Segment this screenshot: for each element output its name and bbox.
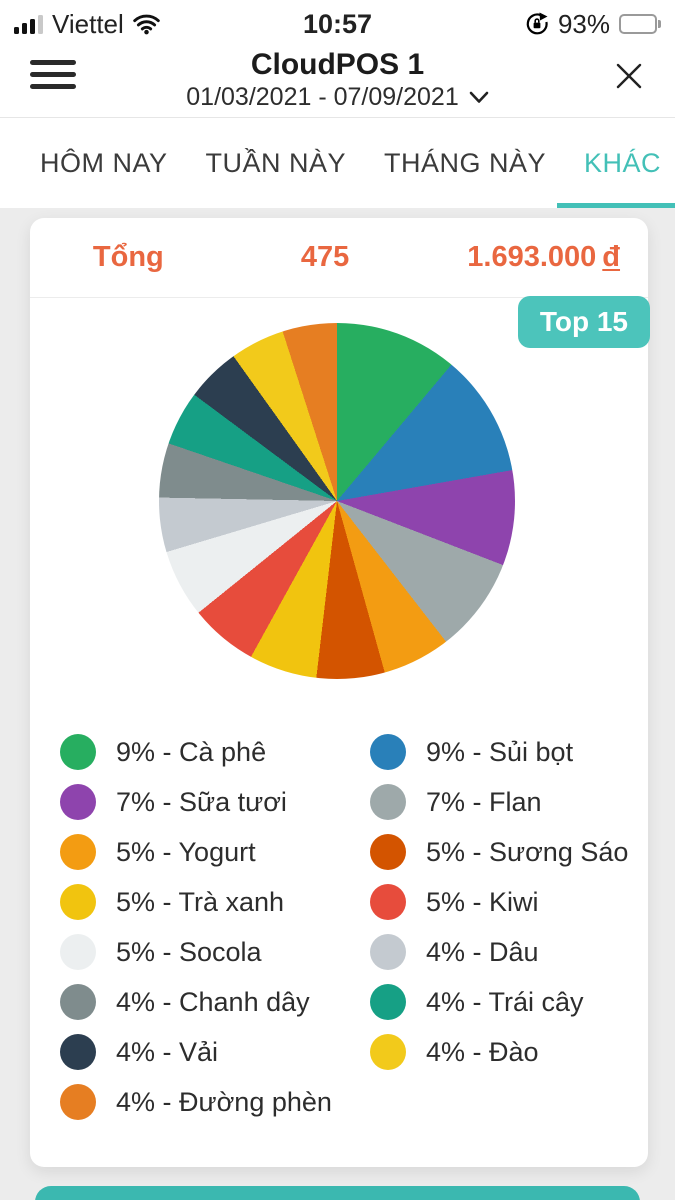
legend-label: 5% - Sương Sáo <box>426 836 629 867</box>
legend-label: 4% - Trái cây <box>426 986 584 1017</box>
legend-item: 5% - Kiwi <box>370 877 628 927</box>
top15-badge: Top 15 <box>517 296 650 348</box>
wifi-icon <box>133 14 160 34</box>
legend-item: 5% - Yogurt <box>60 827 370 877</box>
summary-label: Tổng <box>92 241 164 273</box>
legend-label: 4% - Đào <box>426 1036 539 1067</box>
chart-area: Top 15 <box>30 296 650 723</box>
pie-chart <box>159 323 515 679</box>
battery-icon <box>619 14 661 34</box>
legend-color-dot <box>60 934 96 970</box>
legend: 9% - Cà phê 9% - Sủi bọt 7% - Sữa tươi 7% -… <box>30 723 648 1167</box>
page-title: CloudPOS 1 <box>250 47 425 81</box>
legend-color-dot <box>60 1034 96 1070</box>
legend-label: 4% - Dâu <box>426 936 539 967</box>
legend-label: 9% - Cà phê <box>116 736 267 767</box>
status-bar: Viettel 10:57 93% <box>0 0 675 42</box>
legend-color-dot <box>60 884 96 920</box>
bottom-action-button[interactable] <box>35 1186 640 1200</box>
legend-color-dot <box>370 984 406 1020</box>
legend-item: 4% - Vải <box>60 1027 370 1077</box>
active-tab-underline <box>557 203 675 208</box>
main-content: Tổng 475 1.693.000 đ Top 15 9% - Cà phê 9%… <box>0 208 675 1167</box>
legend-color-dot <box>370 934 406 970</box>
summary-count: 475 <box>300 241 350 273</box>
summary-row: Tổng 475 1.693.000 đ <box>30 218 648 298</box>
legend-color-dot <box>60 834 96 870</box>
report-card: Tổng 475 1.693.000 đ Top 15 9% - Cà phê 9%… <box>30 218 650 1167</box>
legend-color-dot <box>60 784 96 820</box>
summary-amount: 1.693.000 đ <box>423 241 648 274</box>
legend-item: 5% - Socola <box>60 927 370 977</box>
legend-item: 4% - Đào <box>370 1027 628 1077</box>
legend-label: 7% - Flan <box>426 786 542 817</box>
legend-label: 4% - Chanh dây <box>116 986 310 1017</box>
date-range-selector[interactable]: 01/03/2021 - 07/09/2021 <box>186 83 489 112</box>
legend-item: 4% - Chanh dây <box>60 977 370 1027</box>
battery-percent-label: 93% <box>557 8 610 39</box>
legend-item: 7% - Flan <box>370 777 628 827</box>
cellular-signal-icon <box>14 14 43 34</box>
legend-color-dot <box>370 784 406 820</box>
legend-item: 9% - Sủi bọt <box>370 727 628 777</box>
legend-label: 7% - Sữa tươi <box>116 786 287 817</box>
legend-color-dot <box>60 984 96 1020</box>
legend-item: 4% - Đường phèn <box>60 1077 370 1127</box>
legend-label: 5% - Kiwi <box>426 886 539 917</box>
legend-item: 4% - Dâu <box>370 927 628 977</box>
legend-color-dot <box>60 1084 96 1120</box>
close-button[interactable] <box>609 56 649 96</box>
legend-item: 5% - Sương Sáo <box>370 827 628 877</box>
currency-symbol: đ <box>602 241 621 273</box>
date-range-label: 01/03/2021 - 07/09/2021 <box>186 83 459 112</box>
legend-label: 4% - Vải <box>116 1036 219 1067</box>
legend-color-dot <box>370 1034 406 1070</box>
legend-label: 9% - Sủi bọt <box>426 736 574 767</box>
tab-hom-nay[interactable]: HÔM NAY <box>40 147 168 178</box>
menu-button[interactable] <box>30 60 76 89</box>
top-bar: Viettel 10:57 93% CloudPOS 1 <box>0 0 675 208</box>
legend-label: 4% - Đường phèn <box>116 1086 332 1117</box>
legend-item: 7% - Sữa tươi <box>60 777 370 827</box>
legend-item: 5% - Trà xanh <box>60 877 370 927</box>
amount-value: 1.693.000 <box>467 241 597 273</box>
legend-label: 5% - Trà xanh <box>116 886 285 917</box>
tab-khac[interactable]: KHÁC <box>583 147 661 178</box>
close-icon <box>616 63 642 89</box>
legend-color-dot <box>370 834 406 870</box>
legend-color-dot <box>370 884 406 920</box>
legend-color-dot <box>370 734 406 770</box>
legend-item: 4% - Trái cây <box>370 977 628 1027</box>
clock: 10:57 <box>302 8 373 39</box>
chevron-down-icon <box>469 91 489 103</box>
legend-label: 5% - Socola <box>116 936 262 967</box>
app-header: CloudPOS 1 01/03/2021 - 07/09/2021 <box>0 42 675 118</box>
legend-label: 5% - Yogurt <box>116 836 256 867</box>
legend-item: 9% - Cà phê <box>60 727 370 777</box>
legend-color-dot <box>60 734 96 770</box>
period-tabs: HÔM NAY TUẦN NÀY THÁNG NÀY KHÁC <box>0 118 675 208</box>
carrier-label: Viettel <box>52 8 124 39</box>
tab-tuan-nay[interactable]: TUẦN NÀY <box>205 147 347 178</box>
orientation-lock-icon <box>526 12 548 35</box>
tab-thang-nay[interactable]: THÁNG NÀY <box>383 147 547 178</box>
